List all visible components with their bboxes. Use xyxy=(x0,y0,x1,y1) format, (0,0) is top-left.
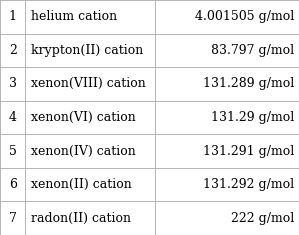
Text: xenon(VI) cation: xenon(VI) cation xyxy=(31,111,136,124)
Text: 131.292 g/mol: 131.292 g/mol xyxy=(203,178,295,191)
Text: xenon(IV) cation: xenon(IV) cation xyxy=(31,145,136,158)
Text: radon(II) cation: radon(II) cation xyxy=(31,212,131,225)
Text: 83.797 g/mol: 83.797 g/mol xyxy=(211,44,295,57)
Text: 131.291 g/mol: 131.291 g/mol xyxy=(203,145,295,158)
Text: xenon(VIII) cation: xenon(VIII) cation xyxy=(31,77,146,90)
Text: 1: 1 xyxy=(9,10,17,23)
Text: helium cation: helium cation xyxy=(31,10,118,23)
Text: 4: 4 xyxy=(9,111,17,124)
Text: 222 g/mol: 222 g/mol xyxy=(231,212,295,225)
Text: xenon(II) cation: xenon(II) cation xyxy=(31,178,132,191)
Text: 3: 3 xyxy=(9,77,17,90)
Text: 7: 7 xyxy=(9,212,17,225)
Text: 131.29 g/mol: 131.29 g/mol xyxy=(211,111,295,124)
Text: 2: 2 xyxy=(9,44,17,57)
Text: 131.289 g/mol: 131.289 g/mol xyxy=(203,77,295,90)
Text: 6: 6 xyxy=(9,178,17,191)
Text: 4.001505 g/mol: 4.001505 g/mol xyxy=(195,10,295,23)
Text: krypton(II) cation: krypton(II) cation xyxy=(31,44,144,57)
Text: 5: 5 xyxy=(9,145,17,158)
